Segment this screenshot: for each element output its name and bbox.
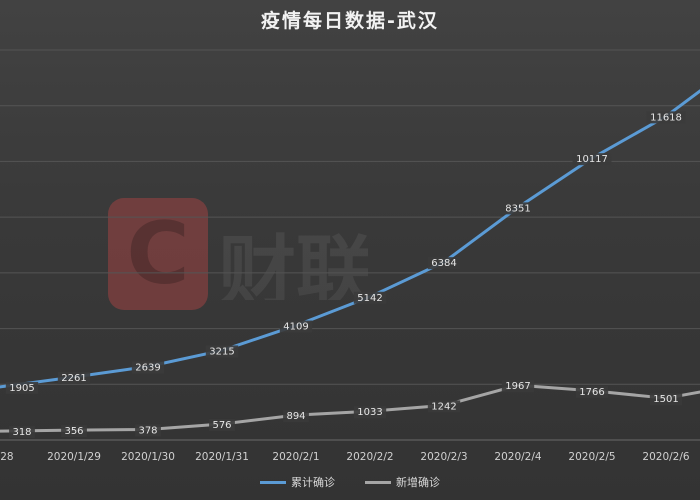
data-label: 378 xyxy=(138,425,157,436)
data-label: 2639 xyxy=(135,362,160,373)
data-label-bg xyxy=(283,410,309,423)
x-tick-label: 2020/2/4 xyxy=(494,451,541,463)
x-tick-label: 2020/1/31 xyxy=(195,451,249,463)
data-label: 3215 xyxy=(209,346,234,357)
legend-swatch-cumulative xyxy=(260,480,286,484)
data-label: 1967 xyxy=(505,381,530,392)
x-tick-label: 2020/1/29 xyxy=(47,451,101,463)
data-label-bg xyxy=(353,406,387,419)
x-tick-label: 2020/2/6 xyxy=(642,451,689,463)
data-label: 1242 xyxy=(431,401,456,412)
data-label: 356 xyxy=(64,426,83,437)
data-label: 318 xyxy=(12,427,31,438)
watermark-text: 财联社 xyxy=(218,228,368,300)
legend-item-cumulative: 累计确诊 xyxy=(260,473,335,491)
x-tick-label: 2020/2/5 xyxy=(568,451,615,463)
data-label: 6384 xyxy=(431,258,456,269)
legend-label-new: 新增确诊 xyxy=(396,476,440,489)
data-label-bg xyxy=(427,257,461,270)
data-label: 1033 xyxy=(357,407,382,418)
watermark-logo-glyph: C xyxy=(126,204,190,304)
x-tick-label: /1/28 xyxy=(0,451,14,463)
x-tick-label: 2020/1/30 xyxy=(121,451,175,463)
x-tick-label: 2020/2/2 xyxy=(346,451,393,463)
data-label-bg xyxy=(9,426,35,439)
data-label: 5142 xyxy=(357,293,382,304)
data-label: 576 xyxy=(212,420,231,431)
data-label-bg xyxy=(649,393,683,406)
data-label-bg xyxy=(205,345,239,358)
data-label: 4109 xyxy=(283,322,308,333)
data-label-bg xyxy=(572,153,612,166)
legend-label-cumulative: 累计确诊 xyxy=(291,476,335,489)
legend-swatch-new xyxy=(365,480,391,484)
chart-title: 疫情每日数据-武汉 xyxy=(261,10,439,32)
legend-item-new: 新增确诊 xyxy=(365,473,440,491)
data-label-bg xyxy=(209,418,235,431)
data-label: 894 xyxy=(286,411,305,422)
data-label: 8351 xyxy=(505,203,530,214)
data-label-bg xyxy=(5,381,39,394)
x-tick-label: 2020/2/1 xyxy=(272,451,319,463)
data-label-bg xyxy=(135,424,161,437)
data-label-bg xyxy=(131,361,165,374)
data-label-bg xyxy=(61,425,87,438)
data-label: 10117 xyxy=(576,154,608,165)
data-label: 1905 xyxy=(9,383,34,394)
data-label-bg xyxy=(353,291,387,304)
chart-legend: 累计确诊 新增确诊 xyxy=(0,473,700,491)
data-label-bg xyxy=(279,320,313,333)
data-label: 1766 xyxy=(579,387,604,398)
data-label: 11618 xyxy=(650,112,682,123)
data-label-bg xyxy=(501,380,535,393)
data-label: 1501 xyxy=(653,394,678,405)
data-label-bg xyxy=(501,202,535,215)
data-label-bg xyxy=(646,111,686,124)
data-label: 2261 xyxy=(61,373,86,384)
data-label-bg xyxy=(427,400,461,413)
data-label-bg xyxy=(57,372,91,385)
x-tick-label: 2020/2/3 xyxy=(420,451,467,463)
data-label-bg xyxy=(575,385,609,398)
series-line-cumulative xyxy=(0,89,700,389)
